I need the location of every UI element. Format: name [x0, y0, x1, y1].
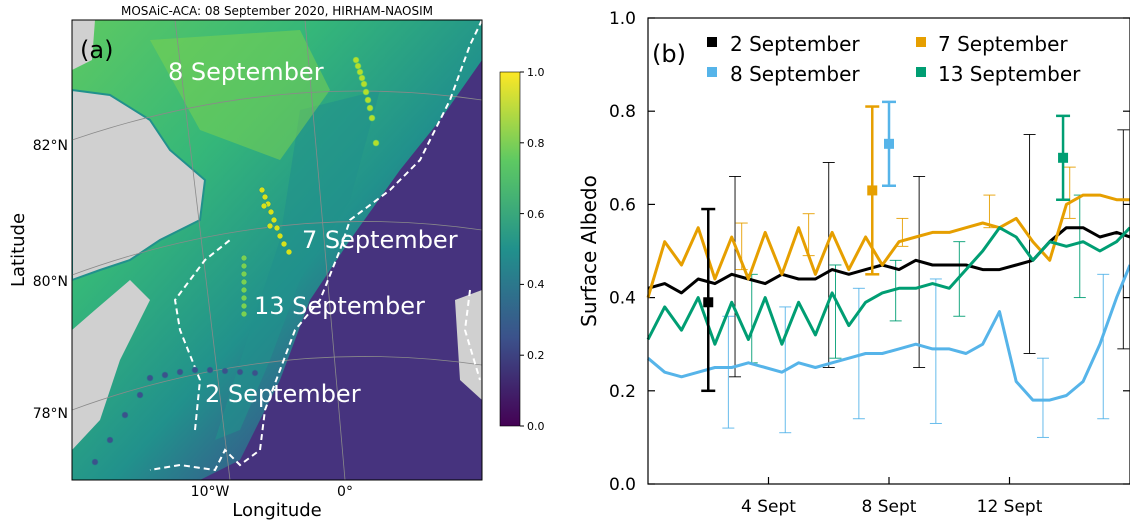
- colorbar-tick-0.8: 0.8: [527, 137, 545, 150]
- flight-track-13-september: [240, 254, 248, 318]
- legend-marker-2-september: [707, 37, 717, 47]
- grid-line-78n: [72, 356, 482, 411]
- annotation-8-september: 8 September: [168, 58, 324, 86]
- marker-point-8-september: [884, 138, 894, 149]
- flight-track-2-september: [91, 366, 259, 466]
- land-southwest: [72, 280, 150, 450]
- colorbar-tick-0.6: 0.6: [527, 208, 545, 221]
- grid-line-82n: [72, 90, 482, 141]
- panel-label-a: (a): [80, 36, 113, 64]
- y-tick-label-0.4: 0.4: [609, 289, 636, 309]
- ice-edge-band: [215, 90, 380, 440]
- legend-label-7-september: 7 September: [938, 32, 1068, 56]
- land-north: [72, 20, 95, 70]
- annotation-13-september: 13 September: [254, 292, 425, 320]
- lat-tick-82n: 82°N: [33, 138, 68, 154]
- y-tick-label-0.6: 0.6: [609, 195, 636, 215]
- albedo-chart: 0.0 0.2 0.4 0.6 0.8 1.0 4 Sept 8 Sept 12 Sept (b…: [577, 9, 1130, 517]
- series-line-8-september: [647, 264, 1130, 402]
- chart-marks: 0.0 0.2 0.4 0.6 0.8 1.0 4 Sept 8 Sept 12 Sept: [609, 9, 1130, 517]
- annotation-7-september: 7 September: [302, 226, 458, 254]
- marker-point-2-september: [703, 297, 714, 308]
- map-area: [72, 20, 482, 480]
- map-x-axis-label: Longitude: [232, 500, 322, 521]
- legend-label-13-september: 13 September: [938, 62, 1081, 86]
- colorbar: 1.0 0.8 0.6 0.4 0.2 0.0: [499, 66, 545, 433]
- lon-tick-0: 0°: [337, 484, 353, 500]
- colorbar-tick-0.2: 0.2: [527, 349, 545, 362]
- bright-ice-patch: [150, 30, 330, 160]
- legend-marker-7-september: [916, 37, 926, 47]
- colorbar-tick-0.0: 0.0: [527, 420, 545, 433]
- legend-label-8-september: 8 September: [730, 62, 860, 86]
- grid-line-10w: [174, 20, 231, 480]
- x-tick-label: 12 Sept: [977, 497, 1043, 517]
- lat-tick-78n: 78°N: [33, 406, 68, 422]
- y-axis-label: Surface Albedo: [577, 175, 601, 327]
- legend-marker-13-september: [916, 67, 926, 77]
- plot-frame: [647, 17, 1130, 485]
- marker-point-7-september: [867, 185, 878, 196]
- colorbar-gradient: [499, 71, 521, 427]
- series-line-2-september: [647, 226, 1130, 295]
- ice-edge-contour: [149, 20, 482, 472]
- map-y-axis-label: Latitude: [8, 213, 29, 287]
- flight-track-8-september: [352, 56, 380, 147]
- y-tick-label-1.0: 1.0: [609, 9, 636, 29]
- map-frame: [71, 19, 483, 481]
- legend-marker-8-september: [707, 67, 717, 77]
- grid-line-0: [304, 20, 346, 480]
- series-line-7-september: [646, 193, 1130, 299]
- colorbar-tick-1.0: 1.0: [527, 66, 545, 79]
- flight-track-7-september: [258, 186, 293, 256]
- y-tick-label-0.8: 0.8: [609, 102, 636, 122]
- ice-edge-contour-east: [463, 289, 481, 381]
- legend: 2 September 7 September 8 September 13 S…: [707, 32, 1081, 86]
- y-tick-label-0.2: 0.2: [609, 382, 636, 402]
- series-line-13-september: [646, 226, 1130, 346]
- greenland-coast: [72, 88, 207, 282]
- colorbar-tick-0.4: 0.4: [527, 278, 545, 291]
- lat-tick-80n: 80°N: [33, 274, 68, 290]
- lon-tick-10w: 10°W: [191, 484, 230, 500]
- map-panel: MOSAiC-ACA: 08 September 2020, HIRHAM-NA…: [8, 4, 545, 521]
- marker-point-13-september: [1058, 152, 1069, 163]
- panel-label-b: (b): [652, 40, 686, 68]
- map-title: MOSAiC-ACA: 08 September 2020, HIRHAM-NA…: [121, 4, 433, 18]
- x-tick-label: 4 Sept: [741, 497, 796, 517]
- annotation-2-september: 2 September: [205, 380, 361, 408]
- legend-label-2-september: 2 September: [730, 32, 860, 56]
- x-tick-label: 8 Sept: [862, 497, 917, 517]
- y-tick-label-0.0: 0.0: [609, 475, 636, 495]
